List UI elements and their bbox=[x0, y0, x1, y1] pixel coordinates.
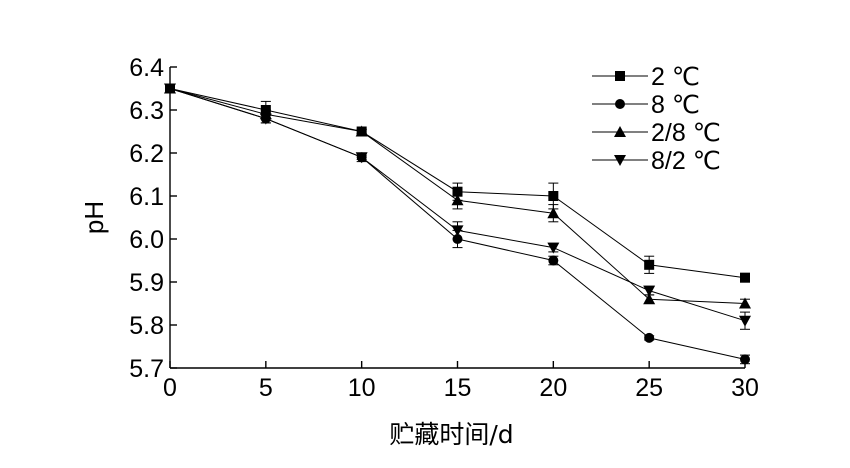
data-point bbox=[614, 126, 626, 137]
series-group bbox=[164, 82, 751, 365]
legend-item: 2/8 ℃ bbox=[592, 119, 721, 147]
data-point bbox=[164, 83, 176, 95]
y-tick-label: 5.8 bbox=[129, 312, 164, 340]
data-point bbox=[739, 315, 751, 327]
legend-label: 8 ℃ bbox=[651, 91, 700, 119]
y-tick-label: 6.3 bbox=[129, 97, 164, 125]
data-point bbox=[615, 99, 625, 109]
data-point bbox=[451, 194, 464, 206]
x-tick-label: 20 bbox=[539, 374, 567, 402]
data-point bbox=[355, 152, 368, 164]
y-axis-title: pH bbox=[79, 201, 109, 234]
data-point bbox=[644, 259, 655, 270]
data-point bbox=[643, 285, 656, 297]
x-tick-label: 30 bbox=[731, 374, 759, 402]
data-point bbox=[547, 242, 560, 254]
x-tick-label: 10 bbox=[348, 374, 376, 402]
data-point bbox=[614, 155, 626, 166]
y-tick-label: 6.2 bbox=[129, 140, 164, 168]
data-point bbox=[643, 293, 656, 305]
data-point bbox=[548, 191, 559, 201]
data-point bbox=[740, 354, 750, 365]
legend-item: 8 ℃ bbox=[592, 91, 700, 119]
series bbox=[164, 83, 751, 330]
x-ticks: 0 5 10 15 20 25 30 bbox=[163, 361, 759, 402]
legend-label: 8/2 ℃ bbox=[651, 147, 721, 175]
data-point bbox=[355, 125, 368, 137]
data-point bbox=[451, 225, 464, 237]
data-point bbox=[259, 113, 272, 125]
data-point bbox=[739, 297, 751, 309]
y-ticks: 5.7 5.8 5.9 6.0 6.1 6.2 6.3 6.4 bbox=[129, 54, 177, 383]
legend-label: 2/8 ℃ bbox=[651, 119, 721, 147]
data-point bbox=[615, 71, 625, 81]
y-tick-label: 5.7 bbox=[129, 355, 164, 383]
y-tick-label: 6.0 bbox=[129, 226, 164, 254]
data-point bbox=[644, 332, 655, 343]
legend: 2 ℃8 ℃2/8 ℃8/2 ℃ bbox=[592, 63, 721, 175]
data-point bbox=[548, 255, 559, 266]
y-tick-label: 5.9 bbox=[129, 269, 164, 297]
x-tick-label: 25 bbox=[635, 374, 663, 402]
x-axis-title: 贮藏时间/d bbox=[389, 420, 513, 449]
y-tick-label: 6.1 bbox=[129, 183, 164, 211]
data-point bbox=[547, 207, 560, 219]
x-tick-label: 0 bbox=[163, 374, 177, 402]
data-point bbox=[740, 272, 750, 283]
x-tick-label: 5 bbox=[259, 374, 273, 402]
legend-label: 2 ℃ bbox=[651, 63, 700, 91]
y-tick-label: 6.4 bbox=[129, 54, 164, 82]
legend-item: 8/2 ℃ bbox=[592, 147, 721, 175]
legend-item: 2 ℃ bbox=[592, 63, 700, 91]
x-tick-label: 15 bbox=[444, 374, 472, 402]
